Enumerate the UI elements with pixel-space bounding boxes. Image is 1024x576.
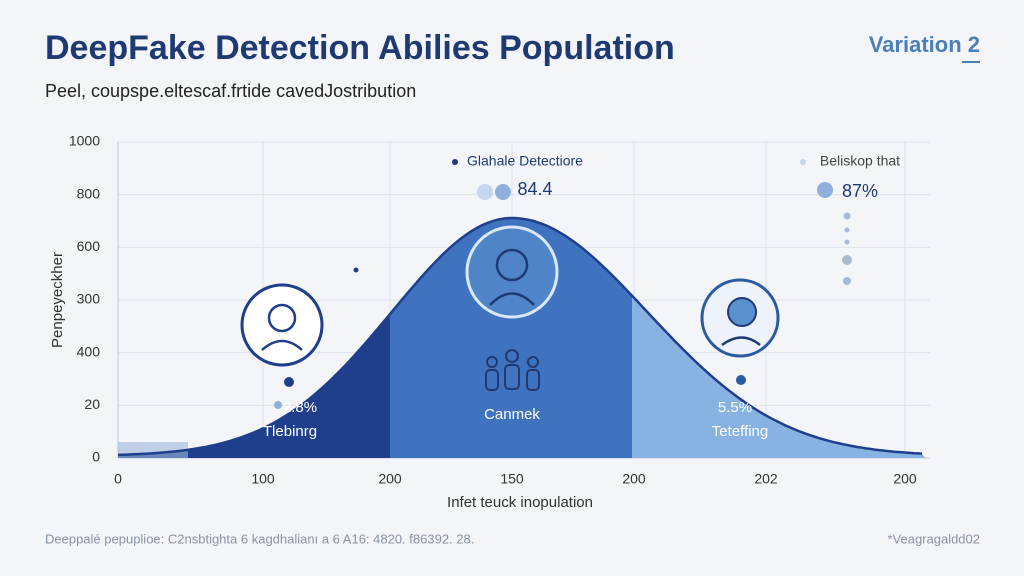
icon-center bbox=[465, 225, 559, 319]
center-value: 84.4 bbox=[517, 179, 552, 199]
x-axis-label: Infet teuck inopulation bbox=[447, 494, 593, 511]
x-tick-label: 150 bbox=[500, 471, 524, 487]
y-tick-label: 20 bbox=[84, 396, 100, 412]
legend-dot bbox=[452, 159, 458, 165]
curve-left bbox=[118, 314, 390, 458]
icon-right bbox=[700, 278, 780, 358]
x-tick-label: 100 bbox=[251, 471, 275, 487]
bubble bbox=[477, 184, 493, 200]
dot bbox=[353, 267, 359, 273]
curve-middle bbox=[390, 218, 632, 458]
point bbox=[736, 375, 746, 385]
right-value: 87% bbox=[842, 181, 878, 201]
badge: Variation 2 bbox=[869, 32, 980, 57]
y-tick-label: 1000 bbox=[69, 133, 100, 149]
middle-label: Canmek bbox=[484, 406, 540, 423]
icon-left bbox=[240, 283, 324, 367]
x-tick-label: 200 bbox=[378, 471, 402, 487]
dot bbox=[274, 401, 282, 409]
x-tick-label: 200 bbox=[893, 471, 917, 487]
y-tick-label: 800 bbox=[77, 185, 101, 201]
point bbox=[284, 377, 294, 387]
y-axis-label: Penpeyeckher bbox=[49, 252, 66, 348]
title: DeepFake Detection Abilies Population bbox=[45, 29, 675, 67]
right-label: Teteffing bbox=[712, 423, 768, 440]
footer-note: Deeppalé pepuplioe: C2nsbtighta 6 kagdha… bbox=[45, 531, 474, 546]
curve-right bbox=[632, 295, 925, 458]
left-value: 2.8% bbox=[283, 399, 317, 416]
x-tick-label: 202 bbox=[754, 471, 778, 487]
subtitle: Peel, coupspe.eltescaf.frtide cavedJostr… bbox=[45, 81, 416, 101]
footer-source: *Veagragaldd02 bbox=[887, 531, 980, 546]
right-pct: 5.5% bbox=[718, 399, 752, 416]
x-tick-label: 200 bbox=[622, 471, 646, 487]
bubble bbox=[817, 182, 833, 198]
y-tick-label: 600 bbox=[77, 238, 101, 254]
left-label: Tlebinrg bbox=[263, 423, 317, 440]
x-tick-label: 0 bbox=[114, 471, 122, 487]
y-tick-label: 400 bbox=[77, 343, 101, 359]
right-legend: Beliskop that bbox=[820, 153, 900, 169]
icon-people bbox=[485, 349, 540, 391]
curve-outline bbox=[117, 216, 923, 457]
legend-dot bbox=[800, 159, 806, 165]
center-legend: Glahale Detectiore bbox=[467, 153, 583, 169]
y-tick-label: 0 bbox=[92, 449, 100, 465]
bubble bbox=[495, 184, 511, 200]
y-tick-label: 300 bbox=[77, 291, 101, 307]
dots bbox=[842, 212, 852, 285]
